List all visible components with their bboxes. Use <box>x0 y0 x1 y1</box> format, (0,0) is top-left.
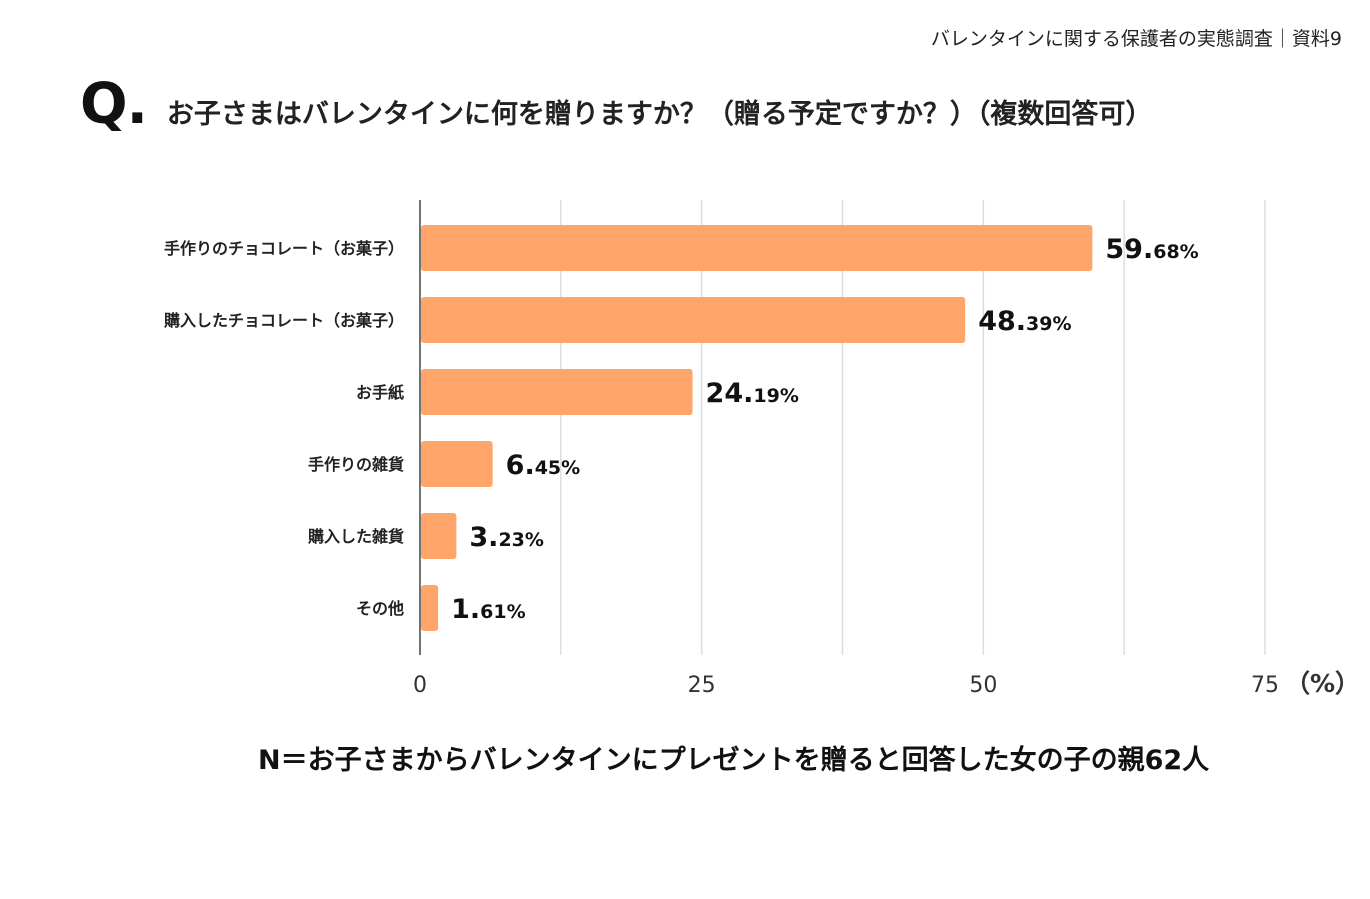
value-label: 3.23% <box>469 522 544 553</box>
header-note: バレンタインに関する保護者の実態調査｜資料9 <box>930 28 1342 50</box>
value-label-integer: 24. <box>706 378 754 409</box>
value-label: 48.39% <box>978 306 1071 337</box>
question-mark: Q. <box>80 72 148 137</box>
bar <box>421 369 693 415</box>
category-labels: 手作りのチョコレート（お菓子） 購入したチョコレート（お菓子） お手紙手作りの雑貨購… <box>163 239 404 618</box>
bar <box>421 585 439 631</box>
sample-size-note: N＝お子さまからバレンタインにプレゼントを贈ると回答した女の子の親62人 <box>258 745 1210 776</box>
category-label: 購入したチョコレート（お菓子） <box>163 311 404 330</box>
bars <box>421 225 1093 631</box>
value-label-integer: 59. <box>1105 234 1153 265</box>
value-label-integer: 48. <box>978 306 1026 337</box>
x-tick-label: 75 <box>1251 673 1279 698</box>
question-text: お子さまはバレンタインに何を贈りますか？（贈る予定ですか？）（複数回答可） <box>166 99 1153 130</box>
value-label-integer: 3. <box>469 522 498 553</box>
x-tick-label: 0 <box>413 673 427 698</box>
value-label: 1.61% <box>451 594 526 625</box>
value-label-integer: 1. <box>451 594 480 625</box>
category-label: お手紙 <box>356 383 404 402</box>
bar <box>421 225 1093 271</box>
category-label: 手作りのチョコレート（お菓子） <box>164 239 404 258</box>
question-heading: Q. お子さまはバレンタインに何を贈りますか？（贈る予定ですか？）（複数回答可） <box>80 72 1152 137</box>
x-axis-unit: （%） <box>1285 669 1360 698</box>
bar-chart: 手作りのチョコレート（お菓子） 購入したチョコレート（お菓子） お手紙手作りの雑貨購… <box>163 200 1360 698</box>
value-label-decimal: 23% <box>498 529 543 551</box>
value-label-decimal: 61% <box>480 601 525 623</box>
bar <box>421 297 966 343</box>
value-label-decimal: 19% <box>753 385 798 407</box>
grid-lines <box>560 200 1266 655</box>
x-axis-ticks: 0 25 50 75 （%） <box>413 669 1360 698</box>
value-label: 6.45% <box>506 450 581 481</box>
value-label: 24.19% <box>706 378 799 409</box>
category-label: 手作りの雑貨 <box>308 455 404 474</box>
x-tick-label: 25 <box>688 673 716 698</box>
value-label-decimal: 39% <box>1026 313 1071 335</box>
value-label-decimal: 45% <box>535 457 580 479</box>
category-label: その他 <box>356 599 404 618</box>
x-tick-label: 50 <box>969 673 997 698</box>
value-label-integer: 6. <box>506 450 535 481</box>
value-label-decimal: 68% <box>1153 241 1198 263</box>
category-label: 購入した雑貨 <box>307 527 404 546</box>
value-labels: 59.68% 48.39% 24.19% 6.45% 3.23% 1.61% <box>451 234 1199 625</box>
bar <box>421 513 457 559</box>
bar <box>421 441 493 487</box>
value-label: 59.68% <box>1105 234 1198 265</box>
